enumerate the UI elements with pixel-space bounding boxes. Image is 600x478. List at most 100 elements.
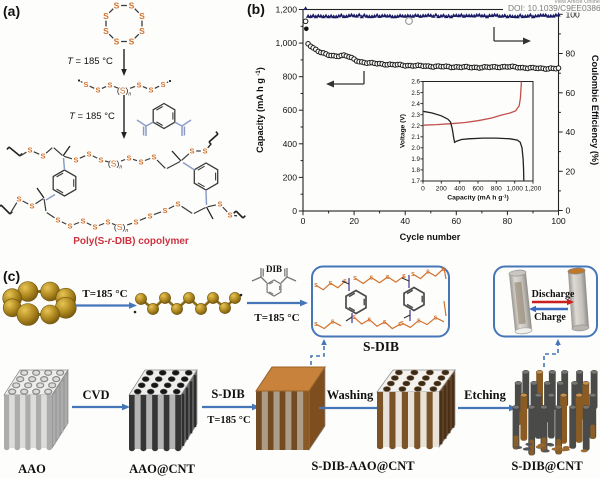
svg-text:S: S xyxy=(411,272,415,278)
svg-text:Cycle number: Cycle number xyxy=(400,232,461,242)
svg-text:S: S xyxy=(55,216,60,225)
svg-text:S: S xyxy=(151,153,156,162)
svg-text:S: S xyxy=(73,156,78,165)
svg-text:S: S xyxy=(369,275,373,281)
svg-text:2.1: 2.1 xyxy=(411,134,420,141)
svg-text:S: S xyxy=(314,322,318,328)
svg-text:S: S xyxy=(426,270,430,276)
svg-text:S: S xyxy=(383,320,387,326)
svg-text:S: S xyxy=(138,158,143,167)
svg-text:AAO: AAO xyxy=(18,462,46,476)
svg-text:400: 400 xyxy=(454,186,465,193)
svg-text:1.9: 1.9 xyxy=(411,156,420,163)
svg-text:200: 200 xyxy=(283,172,298,182)
svg-text:2.5: 2.5 xyxy=(411,90,420,97)
svg-text:S: S xyxy=(126,154,131,163)
svg-text:T=185 °C: T=185 °C xyxy=(254,312,299,324)
svg-text:(a): (a) xyxy=(3,3,20,19)
svg-text:S: S xyxy=(129,37,135,47)
svg-text:S: S xyxy=(129,1,135,11)
svg-text:1.7: 1.7 xyxy=(411,178,420,185)
svg-text:T = 185 °C: T = 185 °C xyxy=(67,56,113,67)
svg-text:S: S xyxy=(162,206,167,215)
svg-text:S: S xyxy=(92,223,97,232)
svg-text:1.8: 1.8 xyxy=(411,167,420,174)
svg-text:1,000: 1,000 xyxy=(275,38,297,48)
svg-text:S: S xyxy=(83,80,88,89)
svg-text:S: S xyxy=(80,217,85,226)
svg-text:2.0: 2.0 xyxy=(411,145,420,152)
svg-text:S: S xyxy=(352,315,356,321)
svg-text:S: S xyxy=(67,222,72,231)
svg-text:S: S xyxy=(86,150,91,159)
svg-text:Voltage (V): Voltage (V) xyxy=(400,114,407,148)
svg-text:40: 40 xyxy=(400,216,410,226)
svg-text:Capacity (mA h g -1): Capacity (mA h g -1) xyxy=(255,67,265,153)
svg-text:S: S xyxy=(105,218,110,227)
svg-text:60: 60 xyxy=(566,88,576,98)
svg-text:S: S xyxy=(217,200,222,209)
svg-text:60: 60 xyxy=(452,216,462,226)
svg-text:20: 20 xyxy=(349,216,359,226)
svg-text:Charge: Charge xyxy=(534,312,566,323)
svg-text:S: S xyxy=(147,212,152,221)
svg-text:S: S xyxy=(95,86,100,95)
svg-text:800: 800 xyxy=(491,186,502,193)
svg-text:1,000: 1,000 xyxy=(506,186,523,193)
svg-text:S-DIB-AAO@CNT: S-DIB-AAO@CNT xyxy=(311,459,415,473)
svg-text:S-DIB@CNT: S-DIB@CNT xyxy=(511,459,583,473)
svg-text:T=185 °C: T=185 °C xyxy=(207,415,250,426)
svg-text:Coulombic Efficiency (%): Coulombic Efficiency (%) xyxy=(590,55,600,165)
svg-text:S: S xyxy=(16,195,21,204)
svg-text:S: S xyxy=(402,274,406,280)
svg-text:S: S xyxy=(434,316,438,322)
svg-text:100: 100 xyxy=(551,216,566,226)
svg-text:S: S xyxy=(98,156,103,165)
svg-text:AAO@CNT: AAO@CNT xyxy=(129,462,195,476)
svg-text:S: S xyxy=(202,147,207,156)
svg-text:(S)n: (S)n xyxy=(117,86,132,98)
svg-text:T = 185 °C: T = 185 °C xyxy=(69,111,115,122)
svg-text:S: S xyxy=(353,276,357,282)
svg-text:S: S xyxy=(417,318,421,324)
svg-text:Etching: Etching xyxy=(464,388,506,402)
svg-text:200: 200 xyxy=(436,186,447,193)
svg-text:1,200: 1,200 xyxy=(525,186,542,193)
svg-text:0: 0 xyxy=(566,206,571,216)
svg-text:S: S xyxy=(329,281,333,287)
svg-text:S: S xyxy=(103,26,109,36)
svg-text:CVD: CVD xyxy=(82,388,109,402)
svg-text:0: 0 xyxy=(301,216,306,226)
svg-text:T=185 °C: T=185 °C xyxy=(82,288,127,300)
svg-text:400: 400 xyxy=(283,139,298,149)
svg-text:DIB: DIB xyxy=(266,264,282,274)
svg-text:S: S xyxy=(133,218,138,227)
svg-text:0: 0 xyxy=(421,186,425,193)
svg-text:S: S xyxy=(114,1,120,11)
svg-text:S-DIB: S-DIB xyxy=(211,387,244,401)
svg-text:S: S xyxy=(398,322,402,328)
svg-text:S: S xyxy=(139,26,145,36)
svg-text:S: S xyxy=(367,317,371,323)
svg-text:(S)n: (S)n xyxy=(114,222,129,234)
svg-text:2.2: 2.2 xyxy=(411,123,420,130)
svg-text:Discharge: Discharge xyxy=(532,289,575,300)
svg-text:80: 80 xyxy=(503,216,513,226)
svg-text:600: 600 xyxy=(283,105,298,115)
svg-text:S: S xyxy=(40,152,45,161)
svg-text:100: 100 xyxy=(566,9,581,19)
svg-text:Poly(S-r-DIB) copolymer: Poly(S-r-DIB) copolymer xyxy=(73,236,189,247)
svg-text:S: S xyxy=(400,321,404,327)
svg-text:DOI: 10.1039/C9EE03863A: DOI: 10.1039/C9EE03863A xyxy=(508,3,600,13)
svg-text:2.4: 2.4 xyxy=(411,101,420,108)
svg-text:40: 40 xyxy=(566,127,576,137)
svg-text:S: S xyxy=(227,211,232,220)
svg-text:(b): (b) xyxy=(247,1,265,17)
svg-text:S: S xyxy=(314,283,318,289)
svg-text:S: S xyxy=(29,202,34,211)
svg-text:1,200: 1,200 xyxy=(275,5,297,15)
svg-text:S-DIB: S-DIB xyxy=(363,339,399,354)
svg-text:800: 800 xyxy=(283,72,298,82)
svg-text:S: S xyxy=(160,80,165,89)
svg-text:S: S xyxy=(189,147,194,156)
